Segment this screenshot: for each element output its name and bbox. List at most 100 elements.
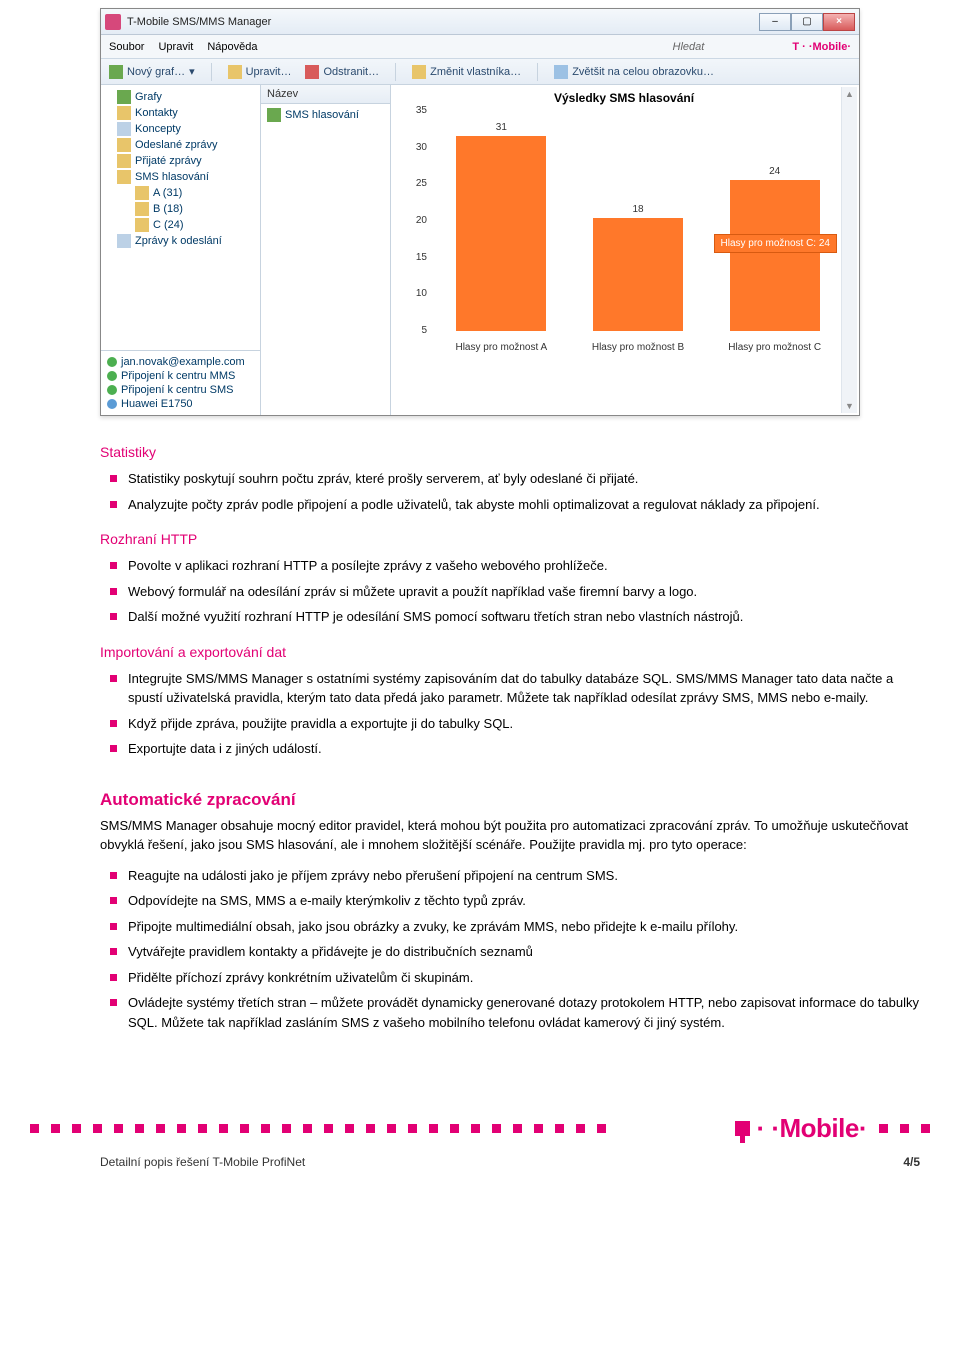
user-icon: [412, 65, 426, 79]
app-icon: [105, 14, 121, 30]
list-item: Odpovídejte na SMS, MMS a e-maily kterým…: [100, 888, 920, 914]
tb-new-graph[interactable]: Nový graf… ▾: [109, 65, 195, 79]
status-modem: Huawei E1750: [107, 397, 254, 411]
list-item: Webový formulář na odesílání zpráv si mů…: [100, 579, 920, 605]
delete-icon: [305, 65, 319, 79]
brand-dot: [93, 1124, 102, 1133]
paragraph-auto: SMS/MMS Manager obsahuje mocný editor pr…: [100, 816, 920, 855]
list-item: Vytvářejte pravidlem kontakty a přidávej…: [100, 939, 920, 965]
brand-dot: [492, 1124, 501, 1133]
brand-dot: [51, 1124, 60, 1133]
tb-delete[interactable]: Odstranit…: [305, 65, 379, 79]
titlebar: T-Mobile SMS/MMS Manager – ▢ ×: [101, 9, 859, 35]
brand-dot: [879, 1124, 888, 1133]
menu-edit[interactable]: Upravit: [158, 41, 193, 53]
folder-icon: [117, 106, 131, 120]
tb-change-owner[interactable]: Změnit vlastníka…: [412, 65, 521, 79]
list-pane: Název SMS hlasování: [261, 85, 391, 415]
tree-odeslane[interactable]: Odeslané zprávy: [107, 137, 254, 153]
list-import: Integrujte SMS/MMS Manager s ostatními s…: [100, 666, 920, 762]
page-number: 4/5: [903, 1155, 920, 1169]
search-placeholder[interactable]: Hledat: [673, 41, 705, 53]
brand-dot: [366, 1124, 375, 1133]
brand-dot: [450, 1124, 459, 1133]
list-item: Přidělte příchozí zprávy konkrétním uživ…: [100, 965, 920, 991]
list-item: Povolte v aplikaci rozhraní HTTP a posíl…: [100, 553, 920, 579]
zoom-icon: [554, 65, 568, 79]
chart-title: Výsledky SMS hlasování: [399, 91, 849, 105]
brand-dot: [900, 1124, 909, 1133]
page-icon: [117, 122, 131, 136]
status-dot-icon: [107, 357, 117, 367]
tree-sub-c[interactable]: C (24): [107, 217, 254, 233]
bar-chart: 3530252015105311824Hlasy pro možnost C: …: [403, 111, 843, 361]
brand-dot: [513, 1124, 522, 1133]
list-item: Když přijde zpráva, použijte pravidla a …: [100, 711, 920, 737]
list-row[interactable]: SMS hlasování: [267, 108, 384, 122]
chart-icon: [109, 65, 123, 79]
tb-fullscreen[interactable]: Zvětšit na celou obrazovku…: [554, 65, 714, 79]
list-statistiky: Statistiky poskytují souhrn počtu zpráv,…: [100, 466, 920, 517]
tree-sub-b[interactable]: B (18): [107, 201, 254, 217]
chart-icon: [267, 108, 281, 122]
chart-bar[interactable]: 31: [456, 136, 546, 331]
toolbar: Nový graf… ▾ Upravit… Odstranit… Změnit …: [101, 59, 859, 85]
tree-grafy[interactable]: Grafy: [107, 89, 254, 105]
brand-dot: [387, 1124, 396, 1133]
tree-k-odeslani[interactable]: Zprávy k odeslání: [107, 233, 254, 249]
app-window: T-Mobile SMS/MMS Manager – ▢ × Soubor Up…: [100, 8, 860, 416]
y-tick: 20: [403, 215, 427, 226]
footer-brand-strip: · ·Mobile·: [0, 1113, 960, 1143]
close-button[interactable]: ×: [823, 13, 855, 31]
page-footer: Detailní popis řešení T-Mobile ProfiNet …: [0, 1143, 960, 1189]
tree-kontakty[interactable]: Kontakty: [107, 105, 254, 121]
brand-dot: [471, 1124, 480, 1133]
tb-edit[interactable]: Upravit…: [228, 65, 292, 79]
tree-prijate[interactable]: Přijaté zprávy: [107, 153, 254, 169]
brand-dot: [534, 1124, 543, 1133]
brand-dot: [555, 1124, 564, 1133]
chart-icon: [117, 90, 131, 104]
chart-bar[interactable]: 18: [593, 218, 683, 331]
brand-dot: [408, 1124, 417, 1133]
tree-sub-a[interactable]: A (31): [107, 185, 254, 201]
brand-logo: T · ·Mobile·: [792, 41, 851, 53]
status-dot-icon: [107, 371, 117, 381]
brand-dot: [30, 1124, 39, 1133]
x-label: Hlasy pro možnost C: [715, 342, 835, 353]
heading-http: Rozhraní HTTP: [100, 531, 920, 547]
brand-dot: [219, 1124, 228, 1133]
brand-dot: [429, 1124, 438, 1133]
scrollbar[interactable]: [841, 87, 857, 413]
folder-icon: [117, 170, 131, 184]
brand-dot: [324, 1124, 333, 1133]
list-item: Analyzujte počty zpráv podle připojení a…: [100, 492, 920, 518]
chart-bar[interactable]: 24: [730, 180, 820, 331]
y-tick: 10: [403, 288, 427, 299]
brand-dot: [177, 1124, 186, 1133]
footer-doc-title: Detailní popis řešení T-Mobile ProfiNet: [100, 1155, 305, 1169]
list-item: Připojte multimediální obsah, jako jsou …: [100, 914, 920, 940]
minimize-button[interactable]: –: [759, 13, 791, 31]
tree-koncepty[interactable]: Koncepty: [107, 121, 254, 137]
y-tick: 30: [403, 142, 427, 153]
list-item: Reagujte na události jako je příjem zprá…: [100, 863, 920, 889]
maximize-button[interactable]: ▢: [791, 13, 823, 31]
brand-dot: [303, 1124, 312, 1133]
brand-dot: [282, 1124, 291, 1133]
page-icon: [117, 234, 131, 248]
heading-statistiky: Statistiky: [100, 444, 920, 460]
pencil-icon: [228, 65, 242, 79]
menu-help[interactable]: Nápověda: [207, 41, 257, 53]
tree-hlasovani[interactable]: SMS hlasování: [107, 169, 254, 185]
bar-value: 18: [593, 204, 683, 215]
center-pane: Název SMS hlasování Výsledky SMS hlasová…: [261, 85, 859, 415]
bar-value: 31: [456, 122, 546, 133]
menu-file[interactable]: Soubor: [109, 41, 144, 53]
status-panel: jan.novak@example.com Připojení k centru…: [101, 350, 260, 415]
y-tick: 15: [403, 252, 427, 263]
brand-dot: [135, 1124, 144, 1133]
x-label: Hlasy pro možnost A: [441, 342, 561, 353]
brand-dot: [72, 1124, 81, 1133]
list-header[interactable]: Název: [261, 85, 390, 104]
